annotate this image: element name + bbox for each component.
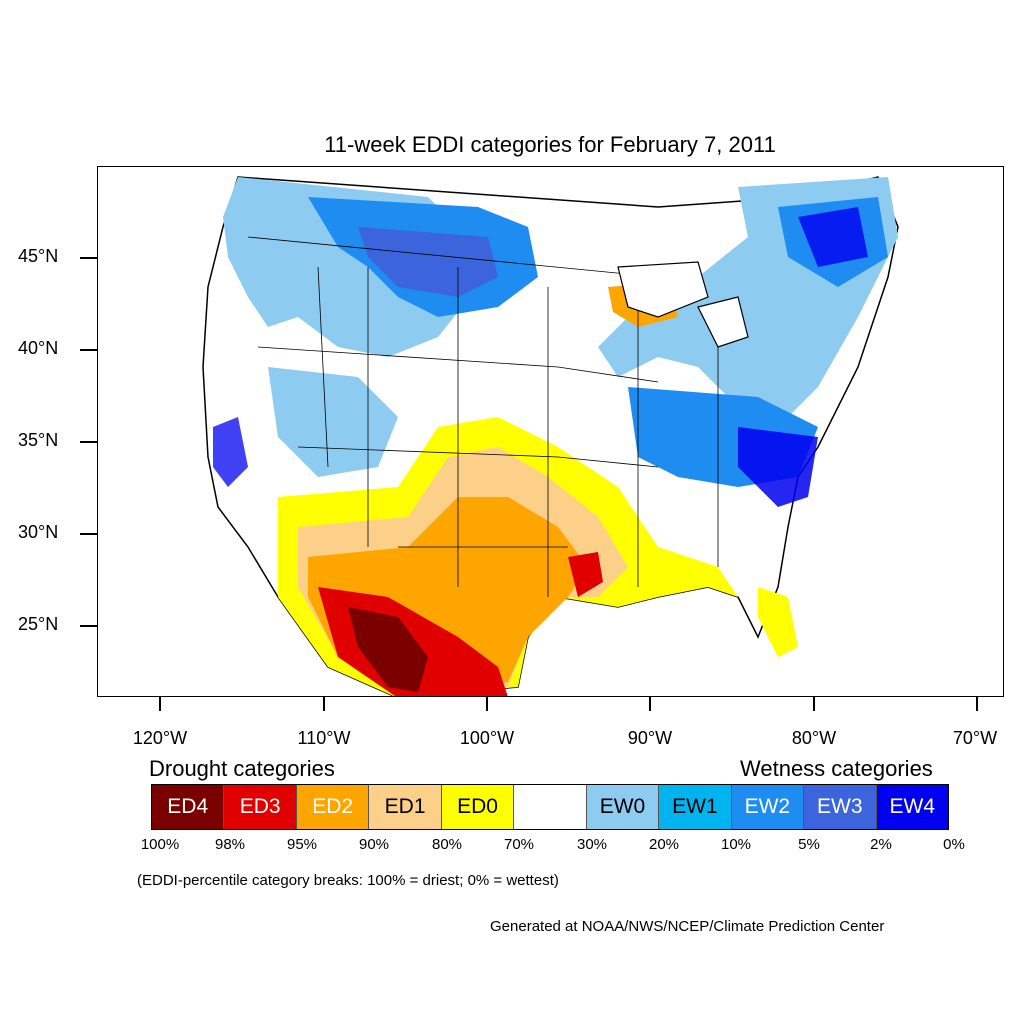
legend-break-1: 98% [214,836,246,853]
legend-colorbar: ED4 ED3 ED2 ED1 ED0 EW0 EW1 EW2 EW3 EW4 [151,784,949,830]
legend-break-5: 70% [503,836,535,853]
lon-tick-70 [976,697,978,711]
lat-label-25: 25°N [18,614,59,634]
legend-cell-ew3: EW3 [804,785,877,829]
map-title: 11-week EDDI categories for February 7, … [324,132,776,157]
eddi-map [97,166,1004,697]
lat-tick-35 [80,441,97,443]
lat-tick-30 [80,533,97,535]
wet-montana [358,227,498,297]
lon-label-110: 110°W [297,728,351,748]
lon-label-70: 70°W [952,728,998,748]
lon-tick-80 [813,697,815,711]
legend-break-11: 0% [943,836,965,853]
lat-tick-25 [80,625,97,627]
lon-label-120: 120°W [132,728,188,748]
lon-tick-110 [323,697,325,711]
map-canvas [202,176,899,696]
legend-break-7: 20% [648,836,680,853]
lon-tick-100 [486,697,488,711]
lon-tick-90 [649,697,651,711]
wet-carolinas [738,427,818,507]
legend-cell-ew2: EW2 [731,785,805,829]
legend-cell-ed4: ED4 [152,785,225,829]
legend-cell-ew4: EW4 [876,785,948,829]
lon-label-80: 80°W [791,728,837,748]
legend-cell-ew1: EW1 [659,785,732,829]
state-borders [247,236,719,597]
category-note: (EDDI-percentile category breaks: 100% =… [137,872,559,889]
lon-tick-120 [159,697,161,711]
legend-break-0: 100% [140,836,180,853]
drought-heading: Drought categories [149,756,335,781]
legend-cell-ew0: EW0 [586,785,660,829]
lat-label-40: 40°N [18,338,59,358]
legend-cell-ed2: ED2 [296,785,370,829]
legend-cell-ed1: ED1 [369,785,442,829]
legend-break-4: 80% [431,836,463,853]
legend-break-9: 5% [798,836,820,853]
dry-ed0-florida [758,587,798,657]
legend-break-2: 95% [286,836,318,853]
legend-break-6: 30% [576,836,608,853]
legend-break-8: 10% [720,836,752,853]
great-lakes [617,261,749,348]
lat-label-35: 35°N [18,430,59,450]
wet-california [213,417,248,487]
legend-break-10: 2% [870,836,892,853]
dry-ed4-mexico [348,607,428,692]
wet-maine [798,207,868,267]
lon-label-100: 100°W [459,728,515,748]
lat-label-45: 45°N [18,246,59,266]
wetness-heading: Wetness categories [740,756,933,781]
lat-label-30: 30°N [18,522,59,542]
lon-label-90: 90°W [627,728,673,748]
legend-cell-ed3: ED3 [224,785,297,829]
legend-break-3: 90% [358,836,390,853]
legend-cell-ed0: ED0 [441,785,515,829]
legend-cell-neutral [514,785,587,829]
lat-tick-40 [80,349,97,351]
lat-tick-45 [80,257,97,259]
dry-ed3-louisiana [568,552,603,597]
credit-line: Generated at NOAA/NWS/NCEP/Climate Predi… [490,918,885,935]
